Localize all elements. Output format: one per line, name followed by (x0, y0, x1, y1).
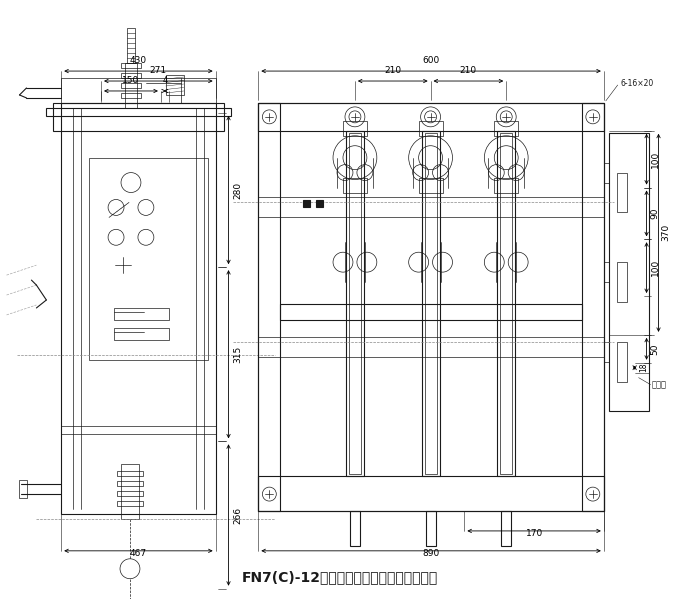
Bar (582, 103, 604, 511)
Bar (501, 511, 511, 546)
Bar (617, 262, 627, 302)
Text: 467: 467 (130, 549, 147, 558)
Text: 100: 100 (651, 259, 660, 276)
Bar (121, 63, 141, 68)
Text: 266: 266 (233, 506, 243, 524)
Text: 170: 170 (526, 529, 543, 538)
Bar (125, 63, 137, 108)
Bar (89, 158, 207, 360)
Bar (426, 511, 436, 546)
Text: 210: 210 (460, 66, 477, 75)
Text: 271: 271 (150, 66, 167, 75)
Bar (349, 133, 361, 474)
Bar (500, 133, 512, 474)
Bar (419, 178, 443, 193)
Bar (121, 83, 141, 88)
Bar (617, 173, 627, 212)
Text: 4: 4 (163, 76, 167, 85)
Bar (61, 78, 216, 103)
Bar (609, 133, 649, 412)
Bar (61, 427, 216, 434)
Bar (343, 121, 367, 136)
Bar (53, 103, 224, 131)
Bar (114, 308, 169, 320)
Bar (424, 133, 437, 474)
Bar (258, 103, 604, 131)
Bar (422, 131, 439, 476)
Bar (494, 178, 518, 193)
Bar (258, 476, 604, 511)
Bar (280, 304, 582, 320)
Bar (303, 200, 310, 208)
Bar (166, 75, 184, 95)
Bar (494, 121, 518, 136)
Text: 90: 90 (651, 208, 660, 219)
Bar (316, 200, 323, 208)
Text: 280: 280 (233, 181, 243, 199)
Bar (350, 511, 360, 546)
Bar (419, 121, 443, 136)
Text: FN7(C)-12高压负荷开关与熔断器组合电器: FN7(C)-12高压负荷开关与熔断器组合电器 (242, 570, 438, 584)
Bar (61, 103, 216, 514)
Bar (46, 108, 231, 116)
Bar (117, 471, 143, 476)
Bar (121, 73, 141, 78)
Bar (346, 131, 364, 476)
Bar (343, 178, 367, 193)
Bar (117, 491, 143, 496)
Bar (20, 480, 27, 498)
Bar (121, 93, 141, 98)
Bar (121, 464, 139, 519)
Text: 370: 370 (662, 224, 670, 241)
Text: 50: 50 (651, 343, 660, 355)
Bar (258, 103, 604, 511)
Bar (114, 328, 169, 340)
Bar (617, 342, 627, 382)
Bar (117, 481, 143, 486)
Bar (258, 103, 280, 511)
Text: 315: 315 (233, 346, 243, 363)
Bar (497, 131, 515, 476)
Bar (117, 501, 143, 506)
Text: 430: 430 (130, 56, 147, 65)
Text: 150: 150 (122, 76, 139, 85)
Text: 18: 18 (640, 363, 649, 373)
Text: 6-16×20: 6-16×20 (621, 79, 654, 88)
Text: 100: 100 (651, 151, 660, 168)
Text: 600: 600 (422, 56, 440, 65)
Text: 890: 890 (422, 549, 440, 558)
Text: 210: 210 (384, 66, 401, 75)
Text: 机械锁: 机械锁 (651, 380, 666, 389)
Bar (127, 28, 135, 63)
